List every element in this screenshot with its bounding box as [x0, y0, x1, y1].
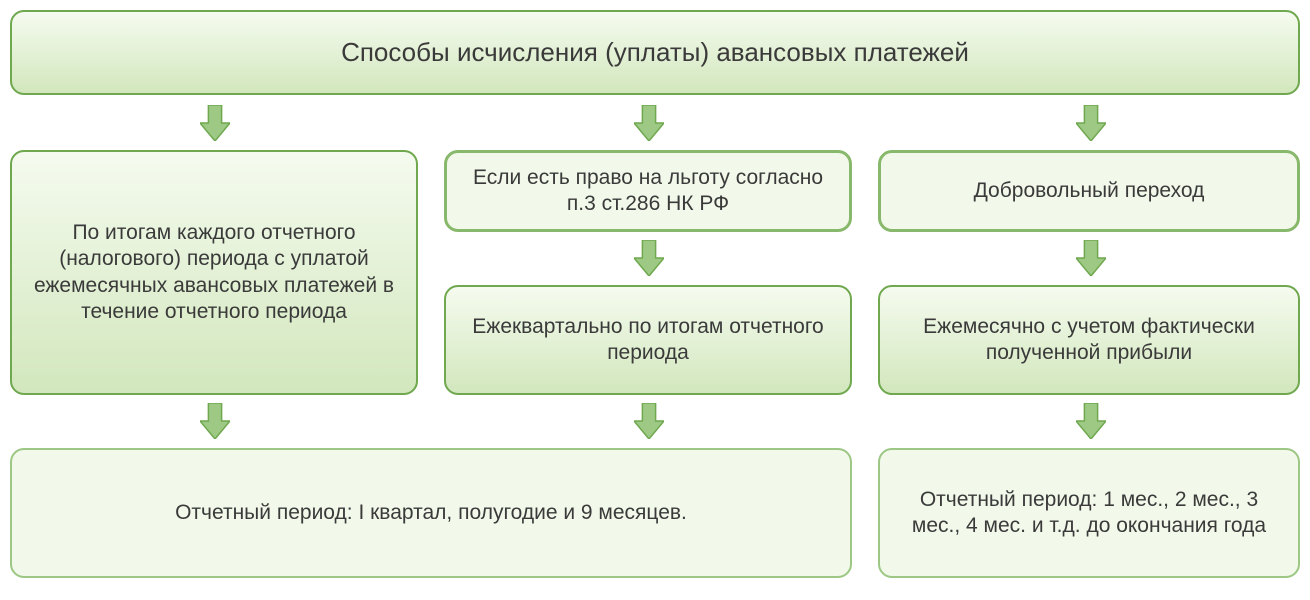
node-label-col2_main: Ежеквартально по итогам отчетного период… — [464, 314, 832, 367]
arrow-a1 — [200, 105, 230, 141]
node-label-row3_right: Отчетный период: 1 мес., 2 мес., 3 мес.,… — [898, 487, 1280, 540]
arrow-a4 — [634, 240, 664, 276]
node-label-title: Способы исчисления (уплаты) авансовых пл… — [341, 36, 969, 69]
node-label-col3_main: Ежемесячно с учетом фактически полученно… — [898, 314, 1280, 367]
node-col3_cond: Добровольный переход — [878, 150, 1300, 232]
node-col2_cond: Если есть право на льготу согласно п.3 с… — [444, 150, 852, 232]
node-title: Способы исчисления (уплаты) авансовых пл… — [10, 10, 1300, 95]
node-col1_main: По итогам каждого отчетного (налогового)… — [10, 150, 418, 395]
arrow-a3 — [1076, 105, 1106, 141]
node-label-col2_cond: Если есть право на льготу согласно п.3 с… — [465, 165, 831, 218]
flowchart-canvas: Способы исчисления (уплаты) авансовых пл… — [10, 10, 1300, 590]
arrow-a2 — [634, 105, 664, 141]
node-row3_right: Отчетный период: 1 мес., 2 мес., 3 мес.,… — [878, 448, 1300, 578]
node-col3_main: Ежемесячно с учетом фактически полученно… — [878, 285, 1300, 395]
arrow-a6 — [200, 403, 230, 439]
node-col2_main: Ежеквартально по итогам отчетного период… — [444, 285, 852, 395]
node-row3_left: Отчетный период: I квартал, полугодие и … — [10, 448, 852, 578]
arrow-a8 — [1076, 403, 1106, 439]
node-label-col1_main: По итогам каждого отчетного (налогового)… — [30, 220, 398, 325]
node-label-row3_left: Отчетный период: I квартал, полугодие и … — [175, 500, 687, 526]
arrow-a5 — [1076, 240, 1106, 276]
arrow-a7 — [634, 403, 664, 439]
node-label-col3_cond: Добровольный переход — [974, 178, 1205, 204]
